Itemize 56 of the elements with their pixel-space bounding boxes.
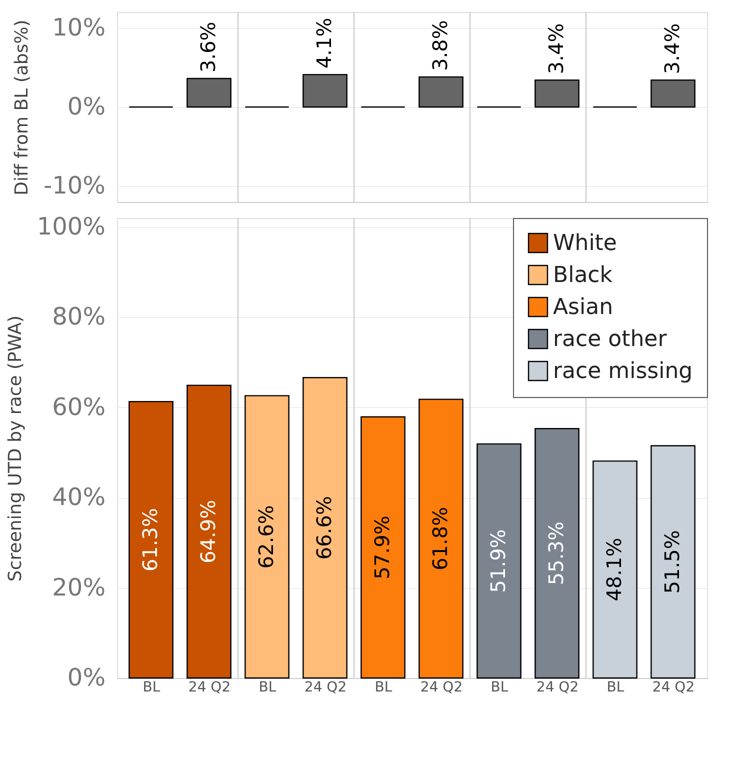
bar — [476, 443, 522, 679]
data-label: 62.6% — [254, 505, 278, 569]
data-label: 57.9% — [370, 516, 394, 580]
bar — [360, 416, 406, 679]
data-label: 3.6% — [196, 22, 220, 72]
y-axis-title: Screening UTD by race (PWA) — [4, 315, 26, 582]
y-tick-label: 80% — [52, 302, 106, 331]
bar — [128, 400, 174, 679]
y-tick-label: 10% — [52, 13, 106, 42]
legend-label: Asian — [553, 295, 614, 320]
data-label: 55.3% — [544, 522, 568, 586]
bar — [186, 78, 232, 108]
data-label: 64.9% — [196, 500, 220, 564]
bar — [650, 445, 696, 679]
bar — [534, 79, 580, 108]
data-label: 61.8% — [428, 506, 452, 570]
legend-label: race other — [553, 327, 668, 352]
legend-label: White — [553, 231, 617, 256]
data-label: 3.8% — [428, 20, 452, 71]
data-label: 51.9% — [486, 529, 510, 593]
x-tick-label: 24 Q2 — [652, 680, 695, 696]
x-tick-label: 24 Q2 — [188, 680, 231, 696]
bar — [302, 377, 348, 679]
data-label: 4.1% — [312, 18, 336, 69]
x-tick-label: BL — [142, 680, 160, 696]
bar — [418, 76, 464, 108]
data-label: 3.4% — [544, 23, 568, 74]
x-tick-label: 24 Q2 — [304, 680, 347, 696]
y-tick-label: 60% — [52, 392, 106, 421]
x-tick-label: BL — [374, 680, 392, 696]
data-label: 48.1% — [602, 538, 626, 602]
x-tick-label: BL — [490, 680, 508, 696]
x-tick-label: 24 Q2 — [536, 680, 579, 696]
y-tick-label: -10% — [43, 172, 106, 200]
data-label: 66.6% — [312, 496, 336, 560]
bar — [302, 74, 348, 108]
data-label: 61.3% — [138, 508, 162, 572]
y-axis-title: Diff from BL (abs%) — [11, 20, 32, 196]
y-tick-label: 100% — [36, 212, 106, 241]
data-label: 3.4% — [660, 23, 684, 74]
y-tick-label: 40% — [52, 483, 106, 512]
y-tick-label: 0% — [67, 664, 106, 692]
x-tick-label: BL — [258, 680, 276, 696]
data-label: 51.5% — [660, 530, 684, 594]
bar — [650, 79, 696, 108]
x-tick-label: 24 Q2 — [420, 680, 463, 696]
bar — [244, 395, 290, 679]
x-tick-label: BL — [606, 680, 624, 696]
legend-label: Black — [553, 263, 613, 288]
bar — [592, 460, 638, 679]
bar — [186, 384, 232, 679]
legend-label: race missing — [553, 359, 693, 384]
bar — [534, 428, 580, 679]
y-tick-label: 0% — [67, 92, 106, 120]
bar — [418, 398, 464, 679]
y-tick-label: 20% — [52, 573, 106, 602]
